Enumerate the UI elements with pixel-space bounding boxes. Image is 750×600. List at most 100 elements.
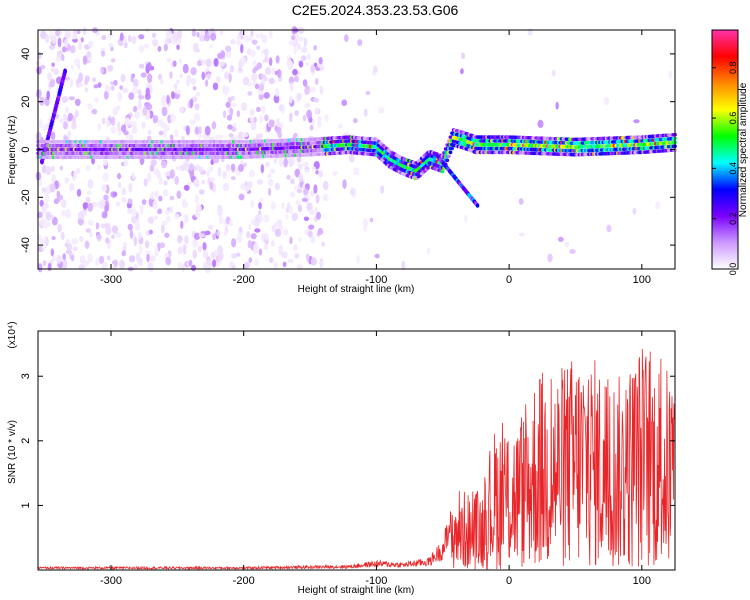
spectrogram-cell [293, 76, 299, 83]
spectrogram-cell [140, 72, 147, 78]
spectrogram-cell [128, 182, 133, 193]
spectrogram-cell [119, 32, 124, 42]
spectrogram-cell [308, 224, 315, 230]
spectrogram-cell [55, 197, 61, 203]
spectrogram-cell [253, 116, 257, 123]
spectrogram-cell [313, 184, 318, 194]
spectrogram-cell [274, 182, 280, 191]
spectrogram-cell [269, 257, 274, 264]
spectrogram-cell [130, 74, 134, 83]
spectrogram-cell [475, 203, 480, 208]
spectrogram-cell [369, 217, 374, 223]
spectrogram-cell [363, 108, 368, 117]
spectrogram-cell [255, 33, 260, 39]
spectrogram-cell [110, 81, 114, 86]
spectrogram-cell [72, 115, 76, 124]
spectrogram-cell [113, 79, 118, 86]
spectrogram-cell [121, 188, 126, 196]
spectrogram-cell [264, 48, 269, 57]
spectrogram-cell [151, 32, 157, 39]
spectrogram-cell [162, 129, 167, 138]
spectrogram-cell [246, 231, 251, 239]
spectrogram-cell [341, 99, 348, 107]
spectrogram-cell [268, 77, 275, 85]
spectrogram-cell [87, 253, 93, 263]
spectrogram-cell [273, 158, 278, 164]
spectrogram-cell [190, 67, 197, 76]
spectrogram-cell [206, 169, 210, 177]
spectrogram-cell [197, 132, 202, 139]
spectrogram-cell [173, 83, 178, 91]
spectrogram-cell [312, 97, 320, 103]
spectrogram-cell [35, 131, 42, 142]
spectrogram-cell [569, 249, 576, 254]
spectrogram-cell [274, 228, 282, 237]
spectrogram-cell [185, 125, 190, 136]
spectrogram-cell [228, 219, 233, 227]
spectrogram-cell [113, 259, 118, 268]
spectrogram-cell [261, 34, 268, 43]
spectrogram-cell [276, 118, 280, 127]
spectrogram-cell [264, 232, 269, 241]
spectrogram-cell [95, 222, 100, 230]
spectrogram-cell [220, 50, 226, 59]
spectrogram-cell [189, 119, 196, 125]
spectrogram-cell [127, 223, 133, 231]
spectrogram-cell [128, 92, 135, 100]
spectrogram-cell [273, 222, 279, 228]
spectrogram-cell [278, 157, 284, 168]
spectrogram-cell [87, 56, 93, 61]
spectrogram-cell [315, 170, 320, 175]
spectrogram-cell [270, 201, 276, 211]
spectrogram-cell [240, 183, 246, 190]
spectrogram-cell [203, 33, 211, 42]
spectrogram-cell [244, 35, 249, 43]
spectrogram-cell [97, 122, 102, 131]
spectrogram-cell [108, 32, 113, 39]
spectrogram-cell [217, 245, 223, 254]
spectrogram-cell [278, 104, 284, 112]
spectrogram-cell [131, 126, 138, 134]
spectrogram-cell [82, 210, 88, 216]
spectrogram-cell [164, 37, 170, 46]
spectrogram-cell [195, 91, 201, 97]
spectrogram-cell [41, 204, 46, 212]
spectrogram-cell [65, 238, 71, 245]
spectrogram-cell [159, 78, 164, 85]
spectrogram-cell [49, 183, 56, 193]
spectrogram-cell [127, 207, 133, 214]
spectrogram-cell [365, 90, 371, 96]
spectrogram-cell [217, 251, 224, 261]
spectrogram-cell [294, 185, 299, 191]
spectrogram-cell [85, 228, 92, 233]
spectrogram-cell [254, 258, 259, 266]
spectrogram-cell [298, 236, 302, 243]
spectrogram-cell [363, 224, 367, 232]
spectrogram-cell [244, 181, 248, 187]
y-tick-label: 2 [20, 438, 32, 444]
spectrogram-cell [45, 34, 50, 44]
spectrogram-cell [219, 61, 225, 67]
spectrogram-cell [301, 46, 308, 53]
spectrogram-cell [288, 60, 294, 69]
spectrogram-cell [80, 213, 85, 221]
spectrogram-cell [242, 162, 248, 167]
x-tick-label: 0 [506, 575, 512, 587]
spectrogram-cell [128, 255, 136, 263]
spectrogram-cell [78, 72, 83, 83]
spectrogram-cell [201, 179, 206, 185]
spectrogram-cell [82, 55, 88, 66]
spectrogram-cell [176, 190, 182, 199]
spectrogram-cell [314, 78, 319, 85]
spectrogram-cell [119, 259, 125, 270]
spectrogram-cell [158, 195, 163, 202]
spectrogram-cell [196, 31, 200, 38]
spectrogram-cell [319, 259, 324, 268]
spectrogram-cell [85, 196, 91, 203]
spectrogram-cell [87, 103, 93, 110]
spectrogram-cell [193, 112, 200, 122]
spectrogram-cell [65, 106, 69, 114]
spectrogram-cell [75, 168, 81, 174]
spectrogram-cell [461, 52, 466, 60]
